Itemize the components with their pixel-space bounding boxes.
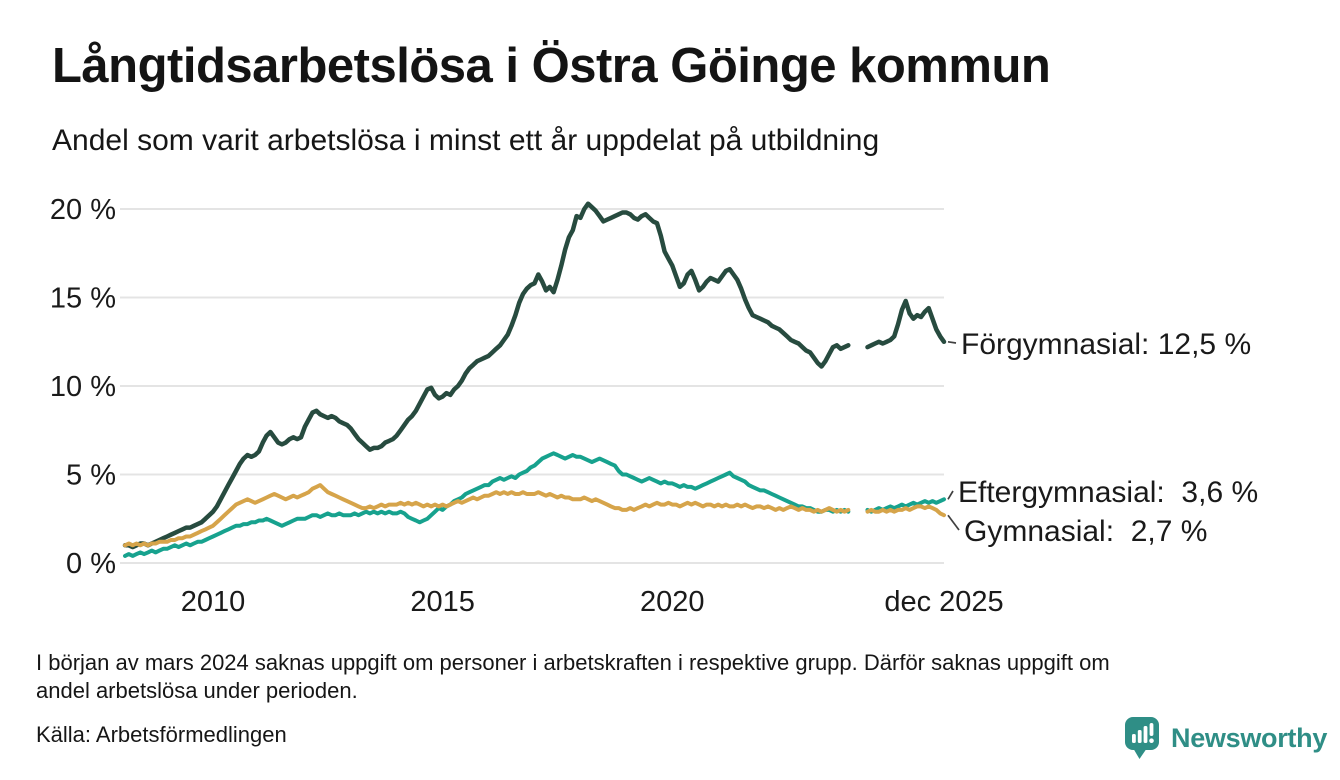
logo-bubble-tail [1133,748,1147,759]
logo-bubble [1125,717,1159,750]
y-tick-label-20: 20 % [50,194,116,226]
logo-bar-3 [1143,726,1148,743]
page-subtitle: Andel som varit arbetslösa i minst ett å… [52,124,880,157]
newsworthy-logo[interactable]: Newsworthy [1124,716,1327,761]
footnote-line-2: andel arbetslösa under perioden. [36,678,358,703]
series-end-label-forgymnasial: Förgymnasial: 12,5 % [961,328,1251,361]
y-tick-label-5: 5 % [66,460,116,492]
newsworthy-icon [1125,717,1159,759]
series-end-label-eftergymnasial: Eftergymnasial: 3,6 % [958,476,1258,509]
source-note: Källa: Arbetsförmedlingen [36,722,287,747]
y-tick-label-0: 0 % [66,548,116,580]
y-tick-label-15: 15 % [50,283,116,315]
label-leader-forgymnasial [947,340,957,344]
x-tick-label-dec-2025: dec 2025 [884,586,1003,618]
logo-exclamation-bar [1149,723,1154,736]
logo-bar-1 [1132,734,1136,743]
y-tick-label-10: 10 % [50,371,116,403]
label-leader-gymnasial [947,514,960,531]
label-leader-eftergymnasial [947,490,954,500]
page-title: Långtidsarbetslösa i Östra Göinge kommun [52,39,1051,93]
newsworthy-wordmark: Newsworthy [1171,723,1328,753]
logo-bar-2 [1137,730,1142,743]
footnote: I början av mars 2024 saknas uppgift om … [36,649,1110,705]
footnote-line-1: I början av mars 2024 saknas uppgift om … [36,650,1110,675]
series-line-forgymnasial [122,201,947,550]
series-line-eftergymnasial [123,451,946,558]
logo-exclamation-dot [1149,738,1154,743]
x-tick-label-2015: 2015 [410,586,475,618]
x-tick-label-2010: 2010 [181,586,246,618]
series-end-label-gymnasial: Gymnasial: 2,7 % [964,515,1207,548]
series-line-gymnasial [123,483,946,548]
x-tick-label-2020: 2020 [640,586,705,618]
